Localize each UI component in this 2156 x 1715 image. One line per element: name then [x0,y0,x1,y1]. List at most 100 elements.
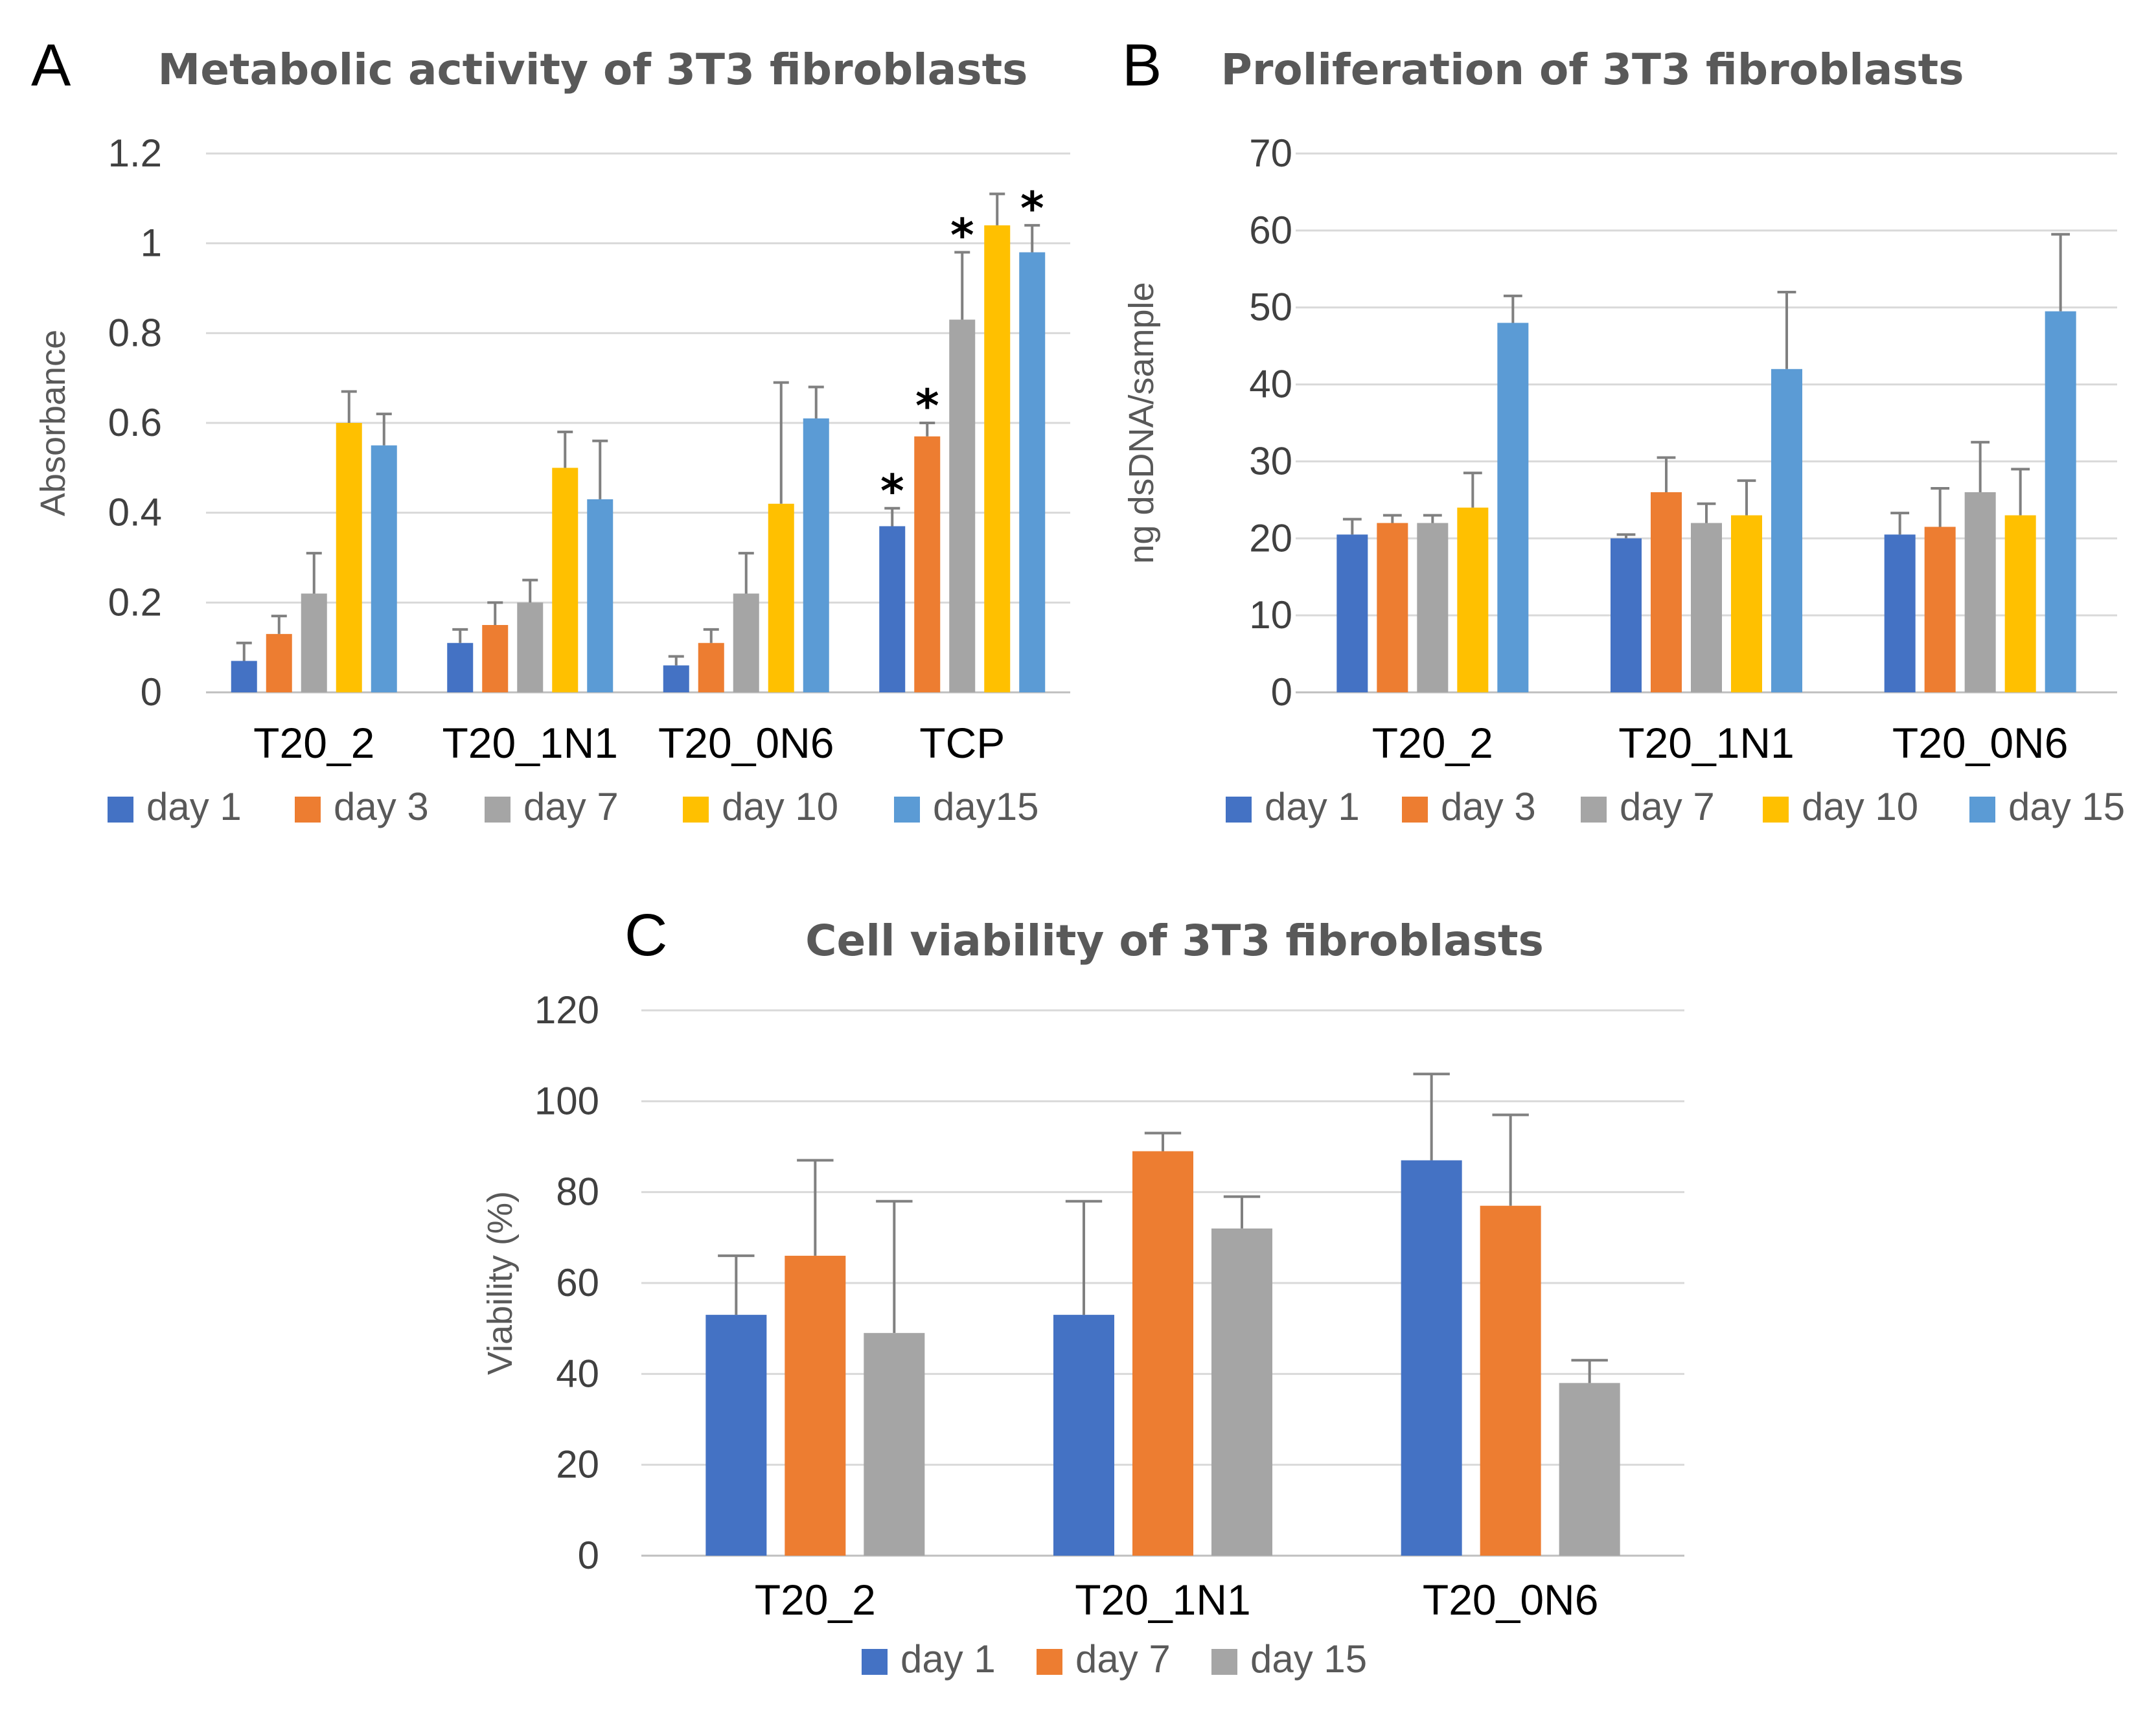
error-bar-a-tcp-day-1 [884,506,900,527]
bar-c-t20-1n1-day-15 [1211,1228,1272,1556]
legend-swatch-a-day-10 [683,797,709,823]
legend-label-b-day-7: day 7 [1620,785,1715,828]
chart-title-c: Cell viability of 3T3 fibroblasts [805,916,1544,966]
bar-b-t20-2-day-7 [1417,523,1449,692]
y-tick-label-c-3: 60 [556,1261,599,1304]
bar-c-t20-2-day-1 [705,1315,767,1556]
error-bar-a-t20-0n6-day-7 [738,552,754,594]
y-tick-label-b-5: 50 [1249,286,1292,329]
error-bar-a-t20-1n1-day-1 [452,628,468,643]
chart-title-a: Metabolic activity of 3T3 fibroblasts [158,45,1028,95]
legend-label-c-day-7: day 7 [1075,1637,1171,1681]
error-bar-c-t20-0n6-day-1 [1413,1073,1450,1161]
bar-b-t20-0n6-day-1 [1884,534,1916,692]
legend-swatch-a-day15 [894,797,920,823]
legend-label-a-day-7: day 7 [523,785,619,828]
category-label-b-t20-1n1: T20_1N1 [1618,719,1795,767]
error-bar-c-t20-1n1-day-7 [1144,1131,1182,1152]
legend-swatch-a-day-3 [295,797,321,823]
y-tick-label-b-2: 20 [1249,516,1292,560]
category-label-a-t20-1n1: T20_1N1 [442,719,618,767]
error-bar-a-t20-1n1-day-10 [557,430,573,468]
bar-a-tcp-day15 [1019,252,1046,692]
bar-a-t20-0n6-day-10 [768,503,794,692]
significance-star-a-tcp-day-1: * [880,465,904,518]
error-bar-a-tcp-day15 [1024,223,1040,253]
bar-a-t20-0n6-day-3 [698,642,724,692]
error-bar-a-t20-2-day15 [376,413,392,446]
error-bar-c-t20-0n6-day-7 [1492,1113,1529,1206]
error-bar-b-t20-0n6-day-7 [1971,440,1990,492]
bar-a-tcp-day-3 [914,436,941,692]
legend-label-b-day-15: day 15 [2008,785,2125,828]
bar-a-t20-1n1-day-10 [552,468,579,692]
legend-label-a-day15: day15 [933,785,1038,828]
y-tick-label-a-2: 0.4 [108,491,162,534]
y-tick-label-c-0: 0 [578,1534,599,1577]
bar-b-t20-0n6-day-3 [1924,527,1956,692]
bar-c-t20-1n1-day-7 [1132,1151,1193,1556]
y-tick-label-c-4: 80 [556,1170,599,1214]
y-tick-label-a-6: 1.2 [108,131,162,175]
error-bar-b-t20-1n1-day-7 [1697,502,1716,523]
bar-c-t20-0n6-day-15 [1559,1383,1620,1556]
error-bar-b-t20-1n1-day-15 [1777,290,1796,369]
category-label-a-t20-0n6: T20_0N6 [658,719,834,767]
y-tick-label-a-1: 0.2 [108,580,162,624]
y-tick-label-c-2: 40 [556,1352,599,1395]
error-bar-b-t20-0n6-day-1 [1890,512,1910,535]
error-bar-a-t20-1n1-day-7 [522,578,538,603]
y-tick-label-b-3: 30 [1249,439,1292,483]
bar-b-t20-1n1-day-1 [1611,538,1642,692]
bar-a-tcp-day-7 [949,319,976,692]
legend-label-b-day-1: day 1 [1265,785,1360,828]
legend-swatch-b-day-7 [1581,797,1607,823]
legend-swatch-b-day-3 [1402,797,1428,823]
chart-title-b: Proliferation of 3T3 fibroblasts [1221,45,1964,95]
bar-b-t20-2-day-10 [1457,507,1489,692]
error-bar-b-t20-0n6-day-3 [1931,487,1950,527]
bar-a-t20-2-day-3 [266,633,292,692]
bar-a-t20-1n1-day-7 [517,602,544,692]
category-label-a-t20-2: T20_2 [253,719,374,767]
error-bar-b-t20-0n6-day-10 [2011,468,2030,516]
error-bar-a-tcp-day-3 [919,422,935,437]
bar-a-t20-0n6-day-1 [663,665,689,692]
panel-a: A Metabolic activity of 3T3 fibroblasts … [31,32,1070,828]
error-bar-a-t20-2-day-1 [236,641,252,661]
bar-c-t20-2-day-7 [785,1255,846,1556]
bar-b-t20-2-day-1 [1336,534,1368,692]
legend-swatch-c-day-1 [862,1649,888,1675]
panel-c: C Cell viability of 3T3 fibroblasts 0 20 4… [481,902,1684,1681]
error-bar-a-t20-0n6-day-10 [773,381,789,504]
category-label-b-t20-0n6: T20_0N6 [1892,719,2069,767]
error-bar-a-t20-2-day-7 [306,552,322,594]
bar-a-t20-2-day-10 [336,423,362,692]
error-bar-b-t20-2-day-15 [1503,294,1522,323]
bar-a-t20-2-day-7 [301,593,327,692]
legend-swatch-b-day-10 [1763,797,1789,823]
error-bar-c-t20-2-day-15 [876,1199,913,1334]
bar-a-t20-1n1-day-1 [447,642,474,692]
y-tick-label-a-3: 0.6 [108,401,162,444]
legend-label-a-day-1: day 1 [146,785,242,828]
error-bar-c-t20-2-day-1 [718,1254,755,1315]
error-bar-b-t20-1n1-day-1 [1616,533,1636,539]
bar-c-t20-0n6-day-7 [1480,1205,1541,1556]
bar-a-t20-1n1-day15 [587,499,614,692]
category-label-c-t20-2: T20_2 [755,1576,876,1624]
y-tick-label-b-0: 0 [1271,670,1292,714]
panel-b: B Proliferation of 3T3 fibroblasts 0 10 20… [1122,32,2125,828]
significance-star-a-tcp-day-3: * [915,380,939,433]
bar-a-t20-2-day15 [371,445,397,692]
significance-star-a-tcp-day-7: * [950,209,974,262]
y-tick-label-a-4: 0.8 [108,311,162,354]
y-tick-label-c-5: 100 [534,1079,599,1122]
error-bar-b-t20-2-day-3 [1382,514,1402,523]
error-bar-c-t20-1n1-day-15 [1223,1195,1261,1229]
error-bar-b-t20-1n1-day-3 [1657,456,1676,492]
error-bar-c-t20-1n1-day-1 [1065,1199,1103,1315]
error-bar-b-t20-1n1-day-10 [1737,479,1756,516]
legend-label-b-day-10: day 10 [1802,785,1918,828]
